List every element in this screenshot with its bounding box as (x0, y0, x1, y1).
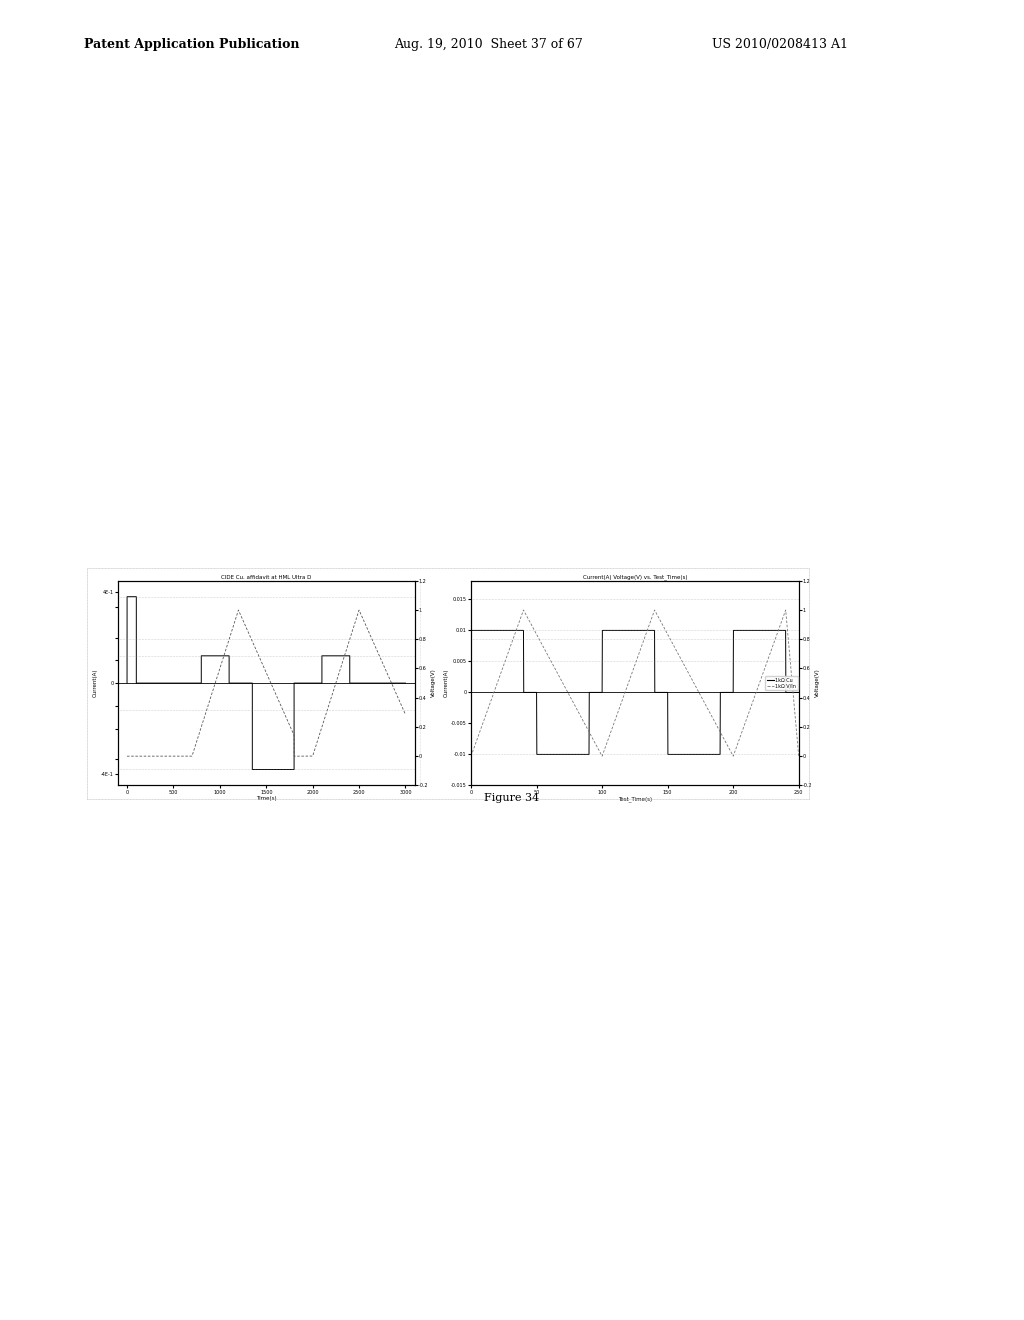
X-axis label: Time(s): Time(s) (256, 796, 276, 801)
Text: Patent Application Publication: Patent Application Publication (84, 37, 299, 50)
X-axis label: Test_Time(s): Test_Time(s) (617, 796, 652, 801)
Y-axis label: Current(A): Current(A) (93, 669, 98, 697)
Text: Figure 34: Figure 34 (484, 793, 540, 804)
Y-axis label: Voltage(V): Voltage(V) (815, 669, 820, 697)
Y-axis label: Current(A): Current(A) (443, 669, 449, 697)
Text: US 2010/0208413 A1: US 2010/0208413 A1 (712, 37, 848, 50)
Legend: 1kΩ Cu, 1kΩ V/In: 1kΩ Cu, 1kΩ V/In (765, 676, 798, 690)
Y-axis label: Voltage(V): Voltage(V) (431, 669, 436, 697)
Title: Current(A) Voltage(V) vs. Test_Time(s): Current(A) Voltage(V) vs. Test_Time(s) (583, 574, 687, 581)
Text: Aug. 19, 2010  Sheet 37 of 67: Aug. 19, 2010 Sheet 37 of 67 (394, 37, 583, 50)
Title: CIDE Cu. affidavit at HML Ultra D: CIDE Cu. affidavit at HML Ultra D (221, 574, 311, 579)
